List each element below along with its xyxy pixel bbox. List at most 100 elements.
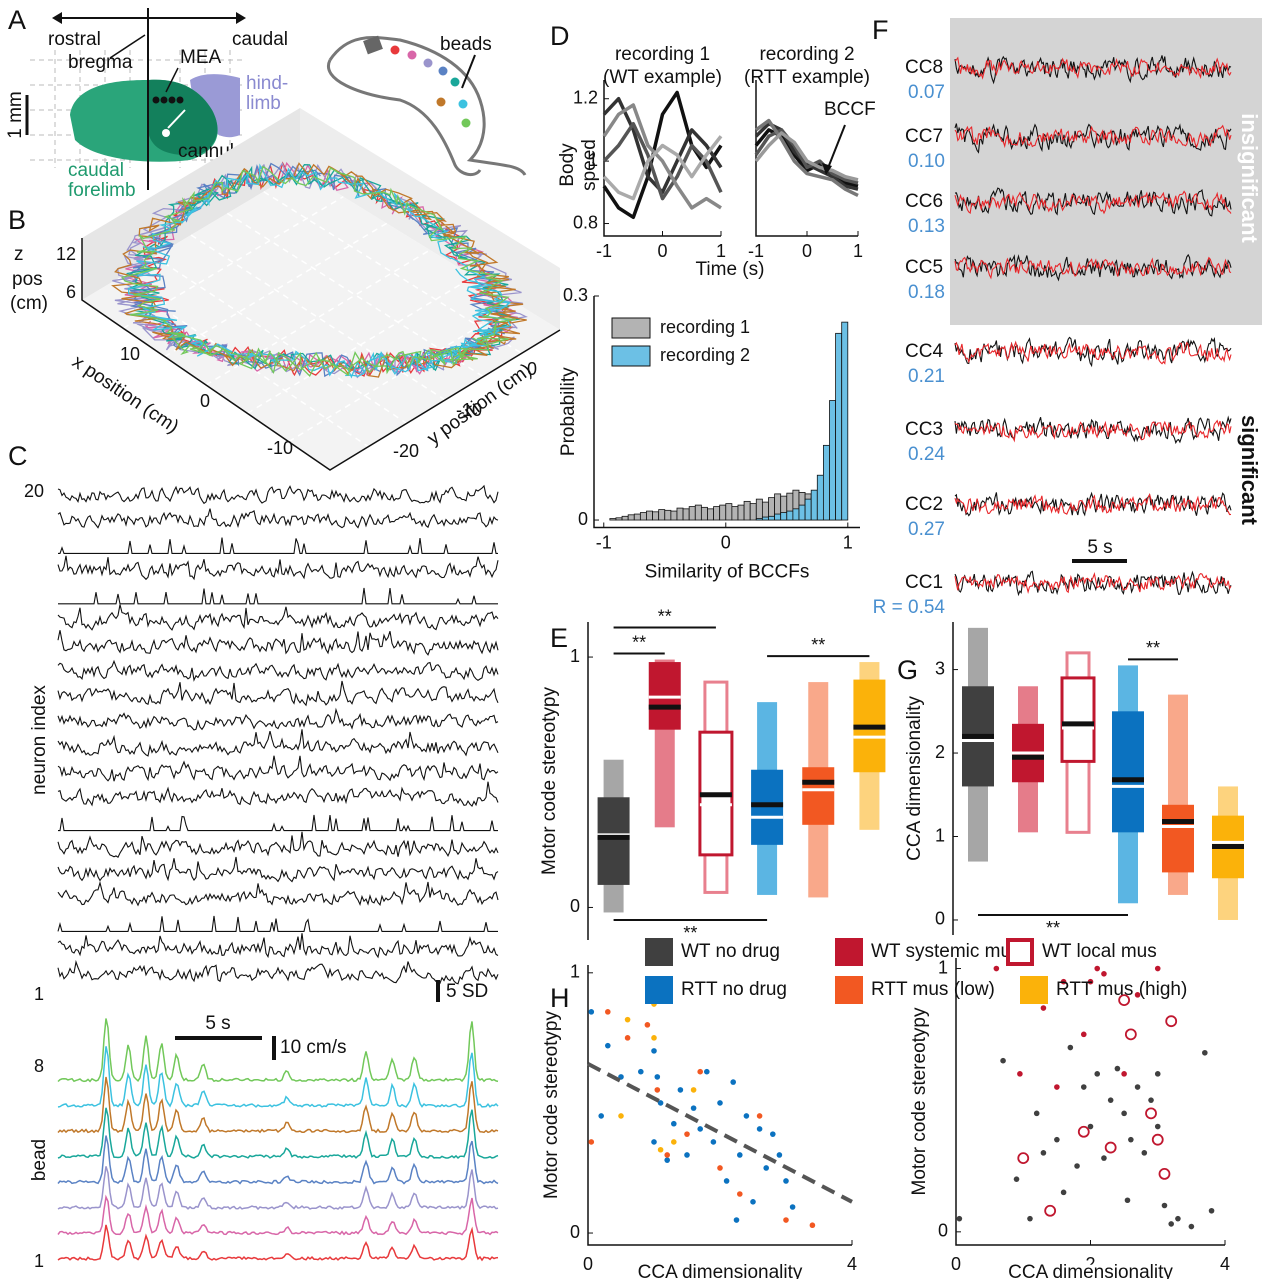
annotation: forelimb (68, 180, 136, 201)
y-axis-label: Probability (558, 367, 579, 456)
point (1045, 1206, 1055, 1216)
annotation: beads (440, 34, 492, 55)
point (651, 1035, 657, 1041)
point (589, 1139, 595, 1145)
bead-trace (58, 1225, 498, 1260)
y-tick-label: 1 (570, 962, 580, 982)
point (1128, 1137, 1134, 1143)
neuron-trace (58, 782, 498, 806)
neuron-trace (58, 588, 498, 604)
point (1094, 1071, 1100, 1077)
y-axis-label: Motor code stereotypy (541, 1011, 562, 1199)
hist-bar (732, 507, 738, 520)
point (704, 1069, 710, 1075)
neuron-trace (58, 509, 498, 528)
figure: ABCDEFGHrostralcaudalbregmaMEAhind-limb1… (0, 0, 1268, 1279)
hist-bar (665, 510, 671, 520)
axis-label: pos (12, 269, 43, 290)
bead-trace (58, 1046, 498, 1107)
chart-title: recording 2 (759, 44, 854, 65)
point (1155, 1124, 1161, 1130)
point (1081, 1032, 1087, 1038)
hist-bar (634, 514, 640, 520)
neuron-tick-label: 1 (34, 984, 44, 1004)
x-tick-label: 1 (853, 241, 863, 261)
point (1000, 1058, 1006, 1064)
point (684, 1131, 690, 1137)
x-tick-label: 0 (583, 1254, 593, 1274)
hist-bar (768, 516, 774, 520)
point (1101, 1155, 1107, 1161)
cc-value: 0.27 (908, 519, 945, 540)
scale-label: 10 cm/s (280, 1037, 347, 1058)
y-axis-label: speed (579, 139, 600, 191)
bead-tick-label: 1 (34, 1251, 44, 1271)
point (651, 1048, 657, 1054)
point (645, 1022, 651, 1028)
annotation: caudal (232, 29, 288, 50)
point (605, 1009, 611, 1015)
hist-bar (836, 333, 842, 520)
point (651, 1139, 657, 1145)
neuron-trace (58, 538, 498, 554)
hist-bar (640, 513, 646, 520)
hist-bar (720, 505, 726, 520)
point (691, 1087, 697, 1093)
y-tick-label: -20 (393, 441, 419, 461)
point (1159, 1169, 1169, 1179)
point (734, 1217, 740, 1223)
y-tick-label: 0 (570, 896, 580, 916)
legend-label: WT systemic mus (871, 941, 1021, 962)
point (655, 1074, 661, 1080)
x-tick-label: -1 (596, 241, 612, 261)
point (717, 1100, 723, 1106)
panel-label: D (550, 21, 570, 51)
cc-label: CC1 (905, 572, 943, 593)
cc-trace (955, 417, 1231, 443)
point (737, 1152, 743, 1158)
point (790, 1204, 796, 1210)
hist-bar (628, 515, 634, 520)
neuron-trace (58, 756, 498, 782)
cc-label: CC5 (905, 257, 943, 278)
neuron-trace (58, 486, 498, 503)
cc-value: R = 0.54 (873, 597, 946, 618)
point (1106, 1143, 1116, 1153)
neuron-trace (58, 605, 498, 630)
point (625, 1035, 631, 1041)
legend-swatch (1020, 976, 1048, 1004)
point (1079, 1127, 1089, 1137)
point (1121, 1071, 1127, 1077)
point (783, 1178, 789, 1184)
annotation: bregma (68, 52, 133, 73)
arrow (828, 125, 845, 168)
significance-label: ** (683, 923, 697, 943)
significance-label: significant (1237, 415, 1262, 526)
point (1121, 1111, 1127, 1117)
x-tick-label: -10 (267, 438, 293, 458)
point (678, 1087, 684, 1093)
annotation: BCCF (824, 99, 876, 120)
x-axis-label: CCA dimensionality (638, 1262, 803, 1279)
hist-bar (756, 519, 762, 520)
y-tick-label: 1.2 (573, 87, 598, 107)
point (1126, 1029, 1136, 1039)
point (1101, 971, 1107, 977)
hist-bar (781, 513, 787, 520)
neural-traces (58, 486, 498, 1260)
z-tick-label: 6 (66, 282, 76, 302)
hist-bar (659, 510, 665, 520)
point (598, 1113, 604, 1119)
point (1162, 1203, 1168, 1209)
bead-trace (58, 1136, 498, 1184)
point (711, 1139, 717, 1145)
point (1017, 1071, 1023, 1077)
x-tick-label: 0 (951, 1254, 961, 1274)
hist-bar (726, 504, 732, 520)
cc-label: CC6 (905, 191, 943, 212)
scale-label: 5 s (205, 1013, 230, 1034)
fit-line (588, 1064, 852, 1202)
point (1142, 1150, 1148, 1156)
legend-swatch (835, 976, 863, 1004)
panel-label: A (8, 5, 26, 35)
